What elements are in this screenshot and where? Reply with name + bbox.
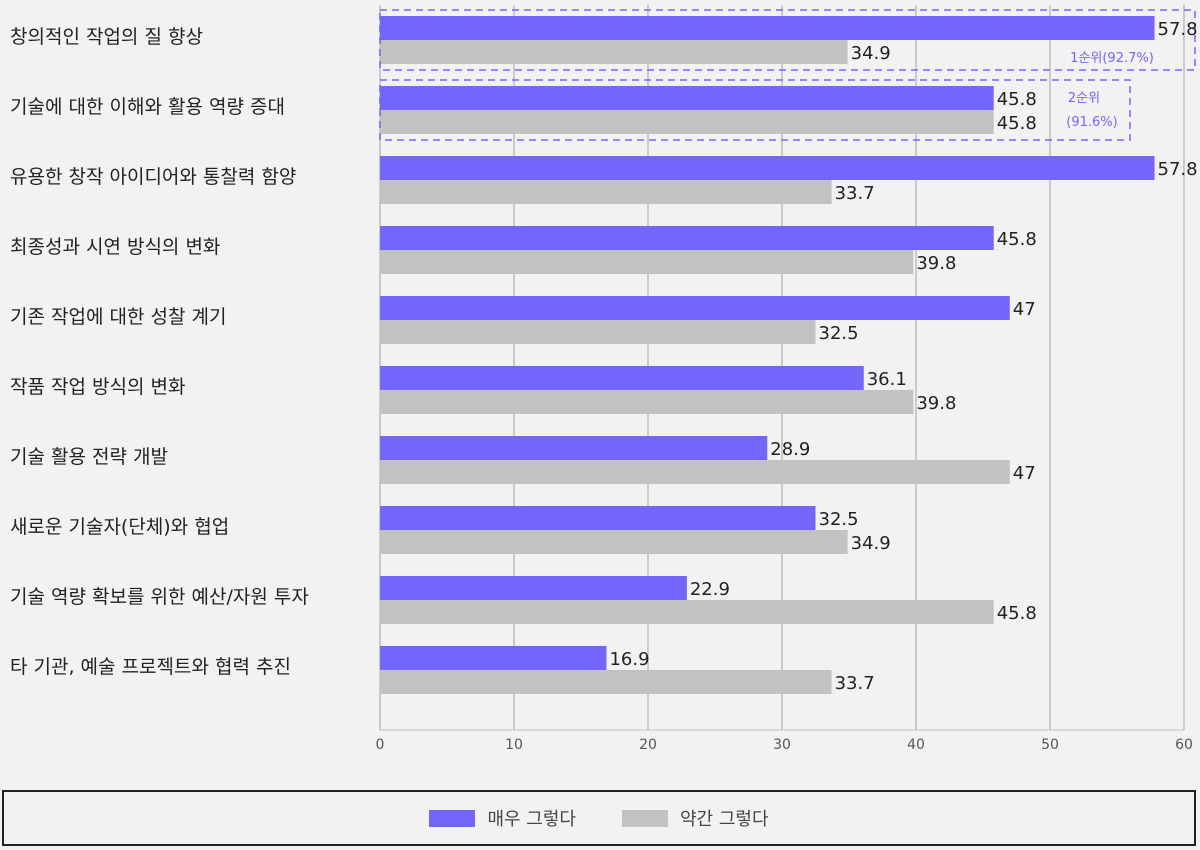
bar-somewhat-9 bbox=[380, 670, 832, 694]
x-tick-label-60: 60 bbox=[1175, 737, 1193, 753]
value-label-very-much-9: 16.9 bbox=[609, 649, 649, 670]
bar-very-much-9 bbox=[380, 646, 607, 670]
bar-somewhat-2 bbox=[380, 180, 832, 204]
value-label-very-much-2: 57.8 bbox=[1158, 159, 1198, 180]
bar-very-much-4 bbox=[380, 296, 1010, 320]
bar-somewhat-1 bbox=[380, 110, 994, 134]
value-label-very-much-0: 57.8 bbox=[1158, 19, 1198, 40]
bar-very-much-1 bbox=[380, 86, 994, 110]
value-label-somewhat-8: 45.8 bbox=[997, 603, 1037, 624]
x-tick-label-30: 30 bbox=[773, 737, 791, 753]
value-label-very-much-3: 45.8 bbox=[997, 229, 1037, 250]
legend-item-very-much: 매우 그렇다 bbox=[429, 805, 576, 831]
bar-somewhat-4 bbox=[380, 320, 816, 344]
value-label-somewhat-6: 47 bbox=[1013, 463, 1036, 484]
bar-somewhat-7 bbox=[380, 530, 848, 554]
legend-swatch-very-much bbox=[429, 809, 476, 827]
category-label-8: 기술 역량 확보를 위한 예산/자원 투자 bbox=[10, 586, 309, 608]
value-label-somewhat-1: 45.8 bbox=[997, 113, 1037, 134]
value-label-very-much-6: 28.9 bbox=[770, 439, 810, 460]
value-label-very-much-4: 47 bbox=[1013, 299, 1036, 320]
x-tick-label-20: 20 bbox=[639, 737, 657, 753]
x-tick-label-10: 10 bbox=[505, 737, 523, 753]
rank-box-2 bbox=[379, 79, 1131, 141]
bar-very-much-3 bbox=[380, 226, 994, 250]
category-label-7: 새로운 기술자(단체)와 협업 bbox=[10, 516, 229, 538]
bar-somewhat-5 bbox=[380, 390, 914, 414]
category-label-4: 기존 작업에 대한 성찰 계기 bbox=[10, 306, 226, 328]
bar-somewhat-0 bbox=[380, 40, 848, 64]
bar-very-much-0 bbox=[380, 16, 1155, 40]
legend: 매우 그렇다 약간 그렇다 bbox=[2, 790, 1196, 846]
legend-item-somewhat: 약간 그렇다 bbox=[622, 805, 769, 831]
category-label-1: 기술에 대한 이해와 활용 역량 증대 bbox=[10, 96, 285, 118]
rank-annotations: 1순위(92.7%) 2순위 (91.6%) bbox=[379, 9, 1196, 141]
rank-label-1: 1순위(92.7%) bbox=[1070, 51, 1154, 66]
bar-somewhat-6 bbox=[380, 460, 1010, 484]
category-label-9: 타 기관, 예술 프로젝트와 협력 추진 bbox=[10, 656, 291, 678]
category-label-0: 창의적인 작업의 질 향상 bbox=[10, 26, 203, 48]
rank-box-1 bbox=[379, 9, 1196, 71]
legend-label-very-much: 매우 그렇다 bbox=[487, 809, 576, 830]
bar-somewhat-8 bbox=[380, 600, 994, 624]
value-label-very-much-1: 45.8 bbox=[997, 89, 1037, 110]
legend-swatch-somewhat bbox=[622, 809, 668, 827]
x-tick-label-40: 40 bbox=[907, 737, 925, 753]
value-label-very-much-7: 32.5 bbox=[819, 509, 859, 530]
bar-somewhat-3 bbox=[380, 250, 914, 274]
value-label-somewhat-4: 32.5 bbox=[819, 323, 859, 344]
x-tick-label-50: 50 bbox=[1041, 737, 1059, 753]
labels: 0 10 20 30 40 50 60 창의적인 작업의 질 향상 57.8 34.9 기술에 대한… bbox=[10, 19, 1198, 753]
rank-label-2-percent: (91.6%) bbox=[1066, 115, 1117, 130]
bar-very-much-2 bbox=[380, 156, 1155, 180]
value-label-somewhat-7: 34.9 bbox=[851, 533, 891, 554]
category-label-6: 기술 활용 전략 개발 bbox=[10, 446, 168, 468]
value-label-very-much-5: 36.1 bbox=[867, 369, 907, 390]
bar-very-much-6 bbox=[380, 436, 768, 460]
value-label-somewhat-5: 39.8 bbox=[916, 393, 956, 414]
value-label-very-much-8: 22.9 bbox=[690, 579, 730, 600]
bar-very-much-5 bbox=[380, 366, 864, 390]
value-label-somewhat-9: 33.7 bbox=[835, 673, 875, 694]
bar-chart: 1순위(92.7%) 2순위 (91.6%) 0 10 20 30 40 50 60 창의적인 작… bbox=[10, 5, 1198, 753]
bars bbox=[380, 16, 1155, 694]
x-tick-label-0: 0 bbox=[376, 737, 385, 753]
bar-very-much-8 bbox=[380, 576, 687, 600]
rank-label-2: 2순위 bbox=[1068, 91, 1100, 106]
value-label-somewhat-0: 34.9 bbox=[851, 43, 891, 64]
category-label-3: 최종성과 시연 방식의 변화 bbox=[10, 236, 220, 258]
category-label-2: 유용한 창작 아이디어와 통찰력 함양 bbox=[10, 166, 296, 188]
bar-very-much-7 bbox=[380, 506, 816, 530]
legend-label-somewhat: 약간 그렇다 bbox=[680, 809, 769, 830]
value-label-somewhat-3: 39.8 bbox=[916, 253, 956, 274]
category-label-5: 작품 작업 방식의 변화 bbox=[10, 376, 185, 398]
value-label-somewhat-2: 33.7 bbox=[835, 183, 875, 204]
